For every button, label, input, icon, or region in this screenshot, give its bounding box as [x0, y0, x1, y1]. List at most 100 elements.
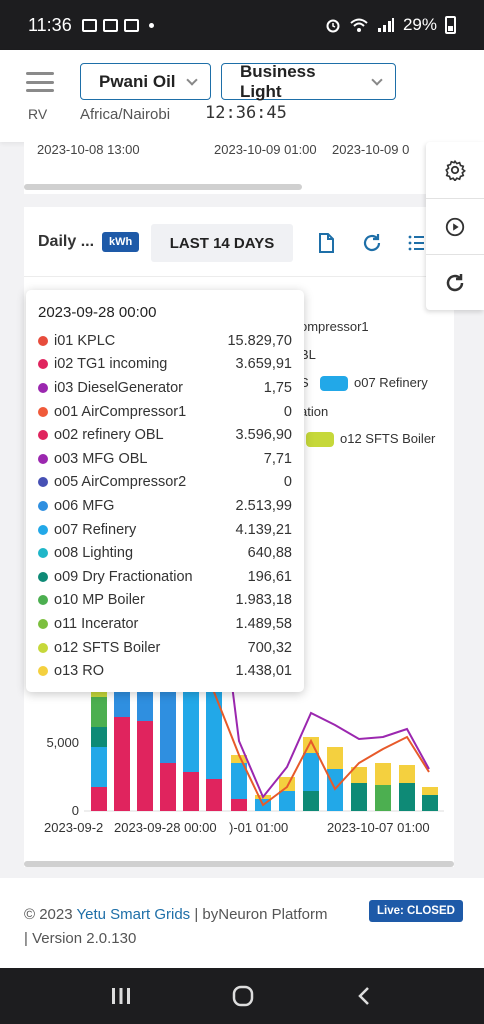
x-tick-label: 2023-09-28 00:00	[114, 820, 217, 835]
bar-segment	[183, 677, 199, 772]
bar-segment	[231, 763, 247, 799]
recent-apps-icon[interactable]	[110, 986, 132, 1006]
refresh-icon[interactable]	[360, 231, 384, 255]
bar-segment	[183, 772, 199, 811]
series-name: o08 Lighting	[54, 545, 134, 562]
clock-display: 12:36:45	[205, 103, 287, 123]
back-icon[interactable]	[354, 985, 374, 1007]
tooltip-row: o12 SFTS Boiler 700,32	[38, 636, 292, 660]
legend-swatch	[306, 432, 334, 448]
bar-segment	[206, 779, 222, 811]
series-color-dot	[38, 642, 48, 653]
bar-segment	[422, 787, 438, 795]
bar-segment	[160, 677, 176, 763]
play-button[interactable]	[426, 198, 484, 254]
horizontal-scrollbar[interactable]	[24, 861, 454, 867]
home-icon[interactable]	[231, 984, 255, 1008]
play-icon	[445, 217, 465, 236]
bar-segment	[91, 747, 107, 787]
timezone-label: Africa/Nairobi	[80, 106, 171, 123]
y-tick-label: 5,000	[46, 735, 79, 750]
file-icon[interactable]	[314, 231, 338, 255]
legend-item[interactable]: S	[300, 375, 309, 390]
series-value: 1.983,18	[235, 592, 292, 609]
stacked-bar-chart[interactable]: 5,000 0	[24, 677, 454, 837]
series-value: 1.489,58	[235, 615, 292, 632]
series-color-dot	[38, 430, 48, 441]
bar-segment	[231, 755, 247, 763]
tooltip-row: o03 MFG OBL 7,71	[38, 447, 292, 471]
site-select-value: Pwani Oil	[99, 71, 176, 91]
legend-item-o12[interactable]: o12 SFTS Boiler	[306, 431, 435, 448]
more-notifications-icon	[148, 22, 154, 28]
bar-segment	[160, 763, 176, 811]
x-axis-label: 2023-10-09 01:00	[214, 142, 317, 157]
time-range-label: LAST 14 DAYS	[169, 234, 275, 252]
bar-segment	[279, 791, 295, 811]
tooltip-row: i02 TG1 incoming 3.659,91	[38, 353, 292, 377]
series-color-dot	[38, 359, 48, 370]
tooltip-row: o13 RO 1.438,01	[38, 659, 292, 683]
list-icon[interactable]	[406, 231, 430, 255]
alarm-icon	[326, 19, 340, 33]
bar-segment	[422, 795, 438, 811]
series-color-dot	[38, 595, 48, 606]
floating-action-panel	[426, 142, 484, 310]
company-link[interactable]: Yetu Smart Grids	[76, 906, 191, 923]
bar-segment	[375, 785, 391, 811]
series-name: i01 KPLC	[54, 332, 116, 349]
user-initials[interactable]: RV	[28, 106, 48, 122]
plan-select[interactable]: Business Light	[221, 61, 396, 101]
horizontal-scrollbar[interactable]	[24, 184, 302, 190]
tooltip-row: o11 Incerator 1.489,58	[38, 612, 292, 636]
previous-chart-card: 2023-10-08 13:00 2023-10-09 01:00 2023-1…	[24, 142, 454, 194]
mail-icon	[102, 18, 118, 32]
tooltip-title: 2023-09-28 00:00	[38, 304, 157, 321]
footer-text: © 2023 Yetu Smart Grids | byNeuron Platf…	[24, 906, 328, 947]
series-value: 196,61	[247, 568, 292, 585]
bar-segment	[375, 763, 391, 785]
version-label: | Version 2.0.130	[24, 930, 137, 947]
legend-item[interactable]: ompressor1	[300, 319, 369, 334]
series-value: 15.829,70	[227, 332, 292, 349]
unit-badge: kWh	[102, 232, 140, 252]
series-name: o12 SFTS Boiler	[54, 639, 161, 656]
chart-tooltip: 2023-09-28 00:00 i01 KPLC 15.829,70 i02 TG…	[26, 290, 304, 692]
plan-select-value: Business Light	[240, 61, 316, 101]
refresh-icon	[446, 273, 464, 291]
legend-item[interactable]: ation	[300, 404, 329, 419]
series-value: 3.659,91	[235, 356, 292, 373]
series-name: o05 AirCompressor2	[54, 474, 187, 491]
chevron-down-icon	[371, 73, 383, 86]
series-name: o06 MFG	[54, 497, 115, 514]
status-bar: 11:36 29%	[0, 0, 484, 50]
tooltip-row: o02 refinery OBL 3.596,90	[38, 423, 292, 447]
legend-item-o07[interactable]: o07 Refinery	[320, 375, 428, 392]
bar-segment	[399, 765, 415, 783]
series-name: o01 AirCompressor1	[54, 403, 187, 420]
series-name: o10 MP Boiler	[54, 592, 145, 609]
series-value: 700,32	[247, 639, 292, 656]
card-title[interactable]: Daily ...	[38, 233, 95, 250]
status-time: 11:36	[28, 14, 72, 35]
live-status-badge: Live: CLOSED	[369, 900, 463, 922]
refresh-button[interactable]	[426, 254, 484, 310]
signal-icon	[377, 18, 394, 32]
bar-segment	[399, 783, 415, 811]
notification-icons	[81, 18, 154, 32]
bar-segment	[91, 727, 107, 747]
series-color-dot	[38, 406, 48, 417]
settings-icon	[445, 159, 466, 181]
site-select[interactable]: Pwani Oil	[80, 63, 211, 100]
series-color-dot	[38, 548, 48, 559]
tooltip-row: o08 Lighting 640,88	[38, 541, 292, 565]
series-color-dot	[38, 382, 48, 393]
gallery-icon	[81, 18, 97, 32]
settings-button[interactable]	[426, 142, 484, 198]
tooltip-row: o01 AirCompressor1 0	[38, 400, 292, 424]
hamburger-icon[interactable]	[26, 72, 54, 92]
series-name: o02 refinery OBL	[54, 427, 164, 444]
time-range-button[interactable]: LAST 14 DAYS	[151, 224, 293, 262]
series-color-dot	[38, 571, 48, 582]
series-value: 0	[283, 474, 292, 491]
